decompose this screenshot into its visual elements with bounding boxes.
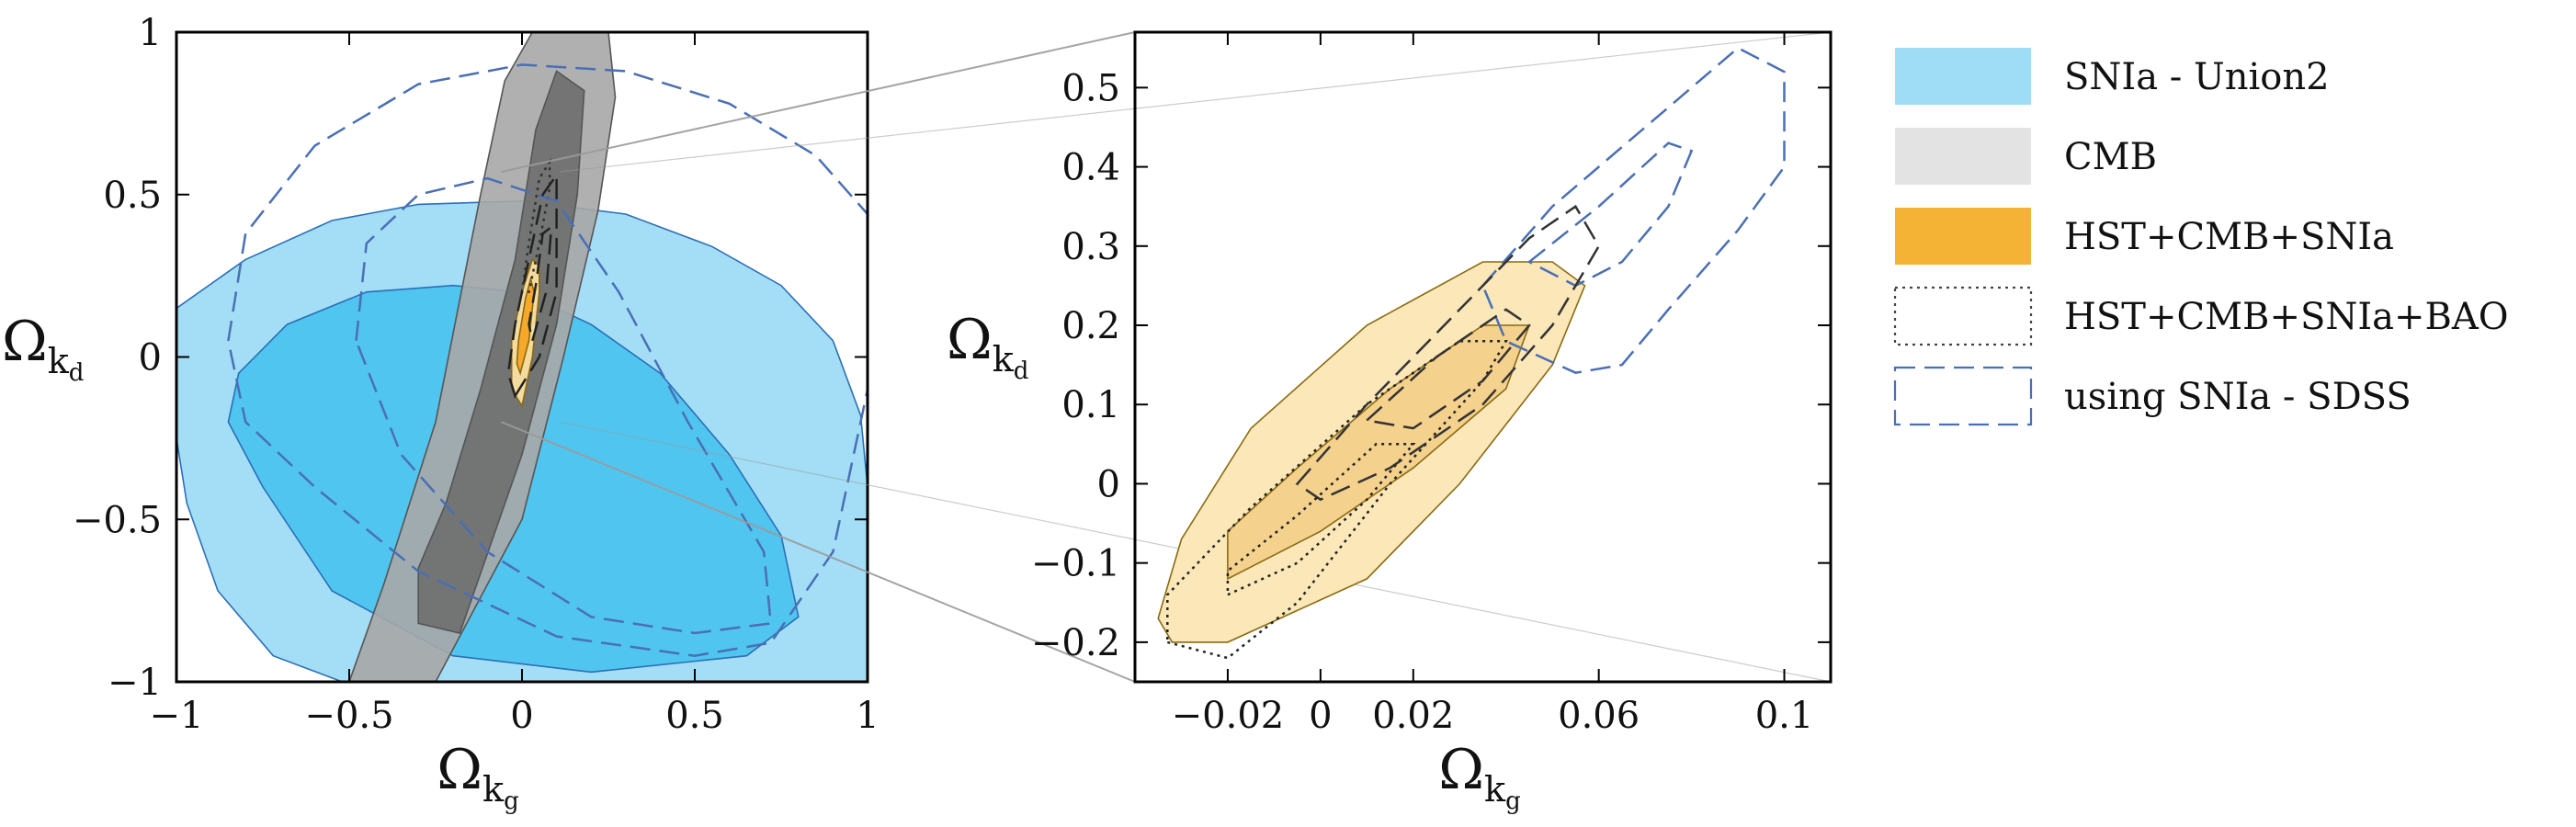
right-y-tick-label: 0.4 (1061, 147, 1120, 189)
left-contour-using-snia-sdss-tight-inner (528, 224, 553, 342)
right-contour-hst-cmb-snia-bao-outer (1166, 340, 1508, 660)
right-contour-using-snia-sdss-tight-outer (1295, 204, 1601, 502)
left-x-axis-label: Ωkg (437, 738, 518, 815)
left-contours (176, 32, 868, 682)
left-y-tick-label: −1 (108, 662, 162, 704)
right-ticks: −0.02 0 0.02 0.06 0.1 −0.2 −0.1 0 0.1 0.2 0.3 0.4 0.… (1031, 32, 1831, 737)
left-x-tick-label: 1 (856, 695, 879, 737)
left-y-tick-label: −0.5 (73, 499, 162, 541)
left-contour-using-snia-sdss-tight-outer (506, 171, 558, 399)
right-x-tick-label: 0.1 (1755, 695, 1814, 737)
right-y-tick-label: 0 (1097, 463, 1120, 505)
right-contours (1157, 46, 1786, 660)
left-contour-using-snia-sdss-inner (355, 176, 773, 635)
right-contour-using-snia-sdss-inner (1526, 142, 1694, 288)
right-y-tick-label: −0.2 (1031, 622, 1120, 664)
right-x-tick-label: 0 (1309, 695, 1332, 737)
legend-label-using-snia-sdss: using SNIa - SDSS (2064, 376, 2411, 418)
legend-label-cmb: CMB (2064, 136, 2157, 178)
right-panel: −0.02 0 0.02 0.06 0.1 −0.2 −0.1 0 0.1 0.2 0.3 0.4 0.… (947, 30, 1833, 815)
legend-swatch-hst-cmb-snia (1895, 208, 2031, 265)
right-plot-frame (1133, 30, 1833, 684)
zoom-connector-line (560, 31, 1832, 173)
left-x-tick-label: −0.5 (304, 695, 393, 737)
left-contour-using-snia-sdss-outer (227, 63, 868, 657)
right-y-tick-label: −0.1 (1031, 543, 1120, 585)
right-x-tick-label: 0.02 (1372, 695, 1454, 737)
right-contour-using-snia-sdss-outer (1481, 46, 1786, 374)
right-y-axis-label: Ωkd (947, 308, 1028, 385)
legend-label-snia-union2: SNIa - Union2 (2064, 56, 2330, 98)
right-y-tick-label: 0.2 (1061, 305, 1120, 347)
legend-swatch-snia-union2 (1895, 48, 2031, 105)
left-contour-hst-cmb-snia-bao-outer (520, 158, 551, 294)
left-x-tick-label: −1 (150, 695, 204, 737)
right-y-tick-label: 0.3 (1061, 226, 1120, 268)
legend-swatch-using-snia-sdss (1893, 366, 2033, 426)
left-panel: −1 −0.5 0 0.5 1 −1 −0.5 0 0.5 1 Ωkg Ωkd (2, 12, 879, 815)
left-contour-cmb-inner (417, 70, 585, 634)
left-y-axis-label: Ωkd (2, 310, 84, 387)
left-x-tick-label: 0.5 (665, 695, 724, 737)
zoom-connector-line (501, 31, 1136, 173)
right-y-tick-label: 0.5 (1061, 67, 1120, 109)
right-contour-using-snia-sdss-tight-inner (1364, 308, 1531, 430)
left-y-tick-label: 0.5 (103, 175, 162, 217)
right-y-tick-label: 0.1 (1061, 384, 1120, 426)
left-x-tick-label: 0 (510, 695, 533, 737)
right-x-axis-label: Ωkg (1438, 738, 1520, 815)
zoom-connector-line (501, 421, 1136, 683)
left-y-tick-label: 1 (139, 12, 162, 54)
legend: SNIa - Union2 CMB HST+CMB+SNIa HST+CMB+SNIa… (1893, 48, 2509, 426)
legend-swatch-hst-cmb-snia-bao (1893, 286, 2033, 346)
legend-label-hst-cmb-snia-bao: HST+CMB+SNIa+BAO (2064, 296, 2509, 338)
left-y-tick-label: 0 (139, 337, 162, 380)
left-contour-hst-cmb-snia-inner (516, 276, 536, 376)
left-ticks: −1 −0.5 0 0.5 1 −1 −0.5 0 0.5 1 (73, 12, 879, 737)
legend-swatch-cmb (1895, 128, 2031, 185)
legend-label-hst-cmb-snia: HST+CMB+SNIa (2064, 216, 2394, 258)
right-x-tick-label: 0.06 (1558, 695, 1640, 737)
right-x-tick-label: −0.02 (1172, 695, 1285, 737)
